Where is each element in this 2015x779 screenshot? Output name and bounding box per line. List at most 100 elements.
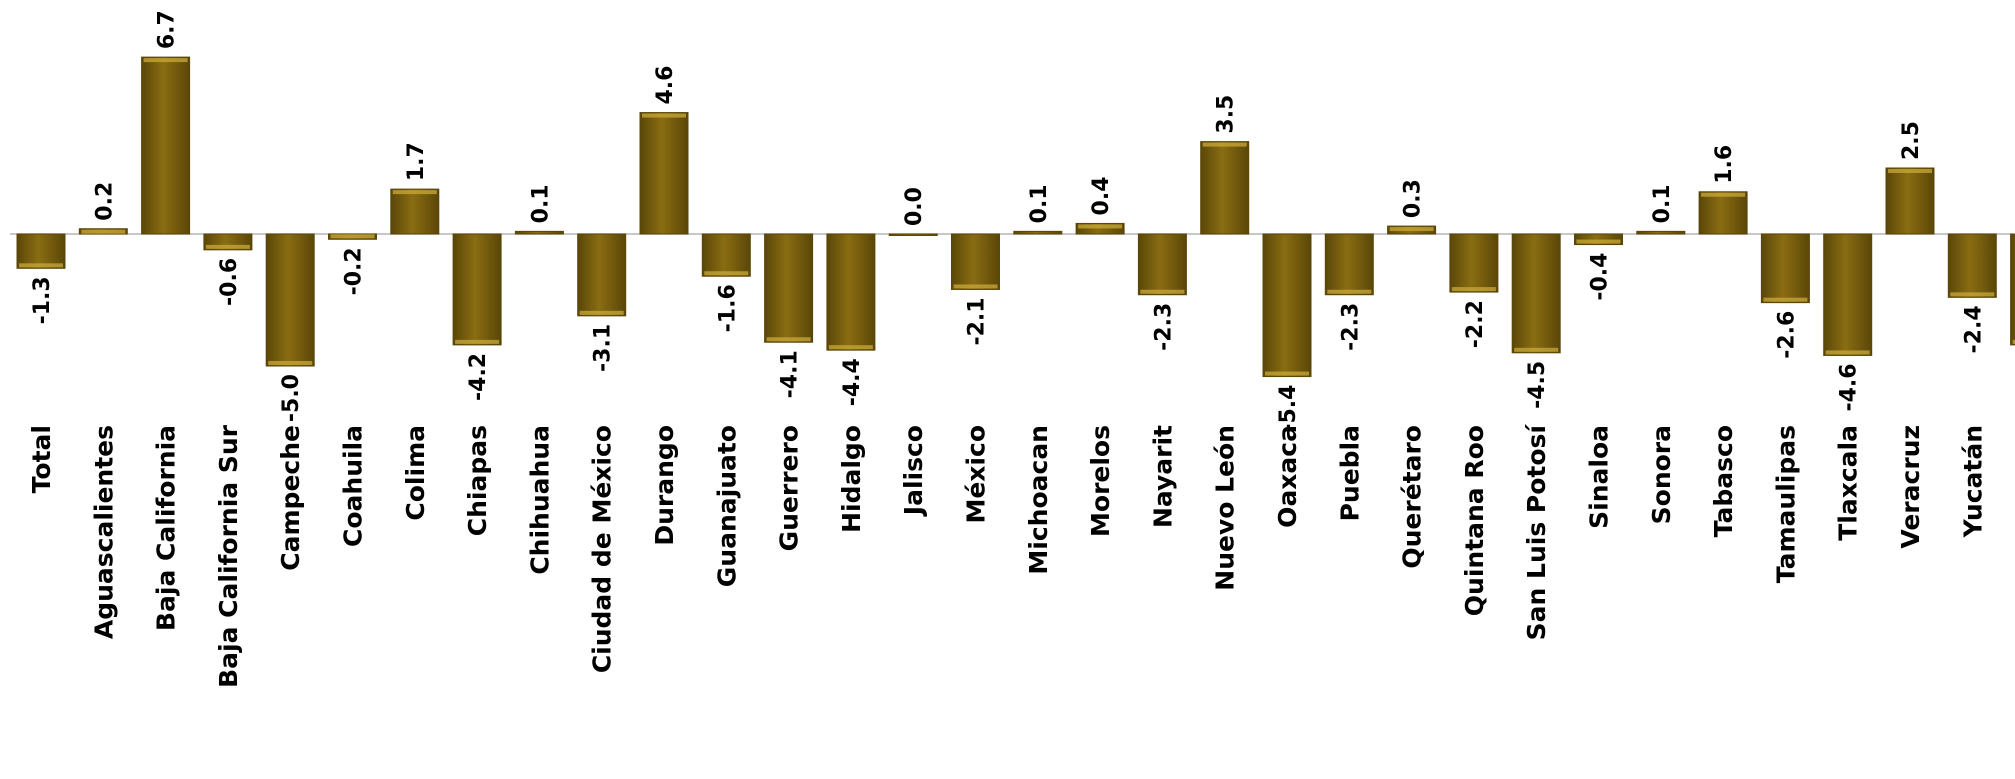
category-tick-label: Tamaulipas [1771, 425, 1800, 583]
category-tick-label: Aguascalientes [89, 425, 118, 639]
category-tick-label: Oaxaca [1273, 425, 1302, 528]
bar [1574, 233, 1623, 246]
category-tick-label: Quintana Roo [1460, 425, 1489, 616]
bar [888, 233, 938, 236]
bar [577, 233, 627, 317]
data-label: 1.7 [404, 142, 429, 181]
data-label: -4.2 [466, 353, 491, 401]
category-tick-label: Morelos [1086, 425, 1115, 537]
category-tick-label: Durango [650, 425, 679, 546]
data-label: 0.1 [1650, 184, 1675, 223]
data-label: 0.0 [902, 187, 927, 226]
bar [1698, 191, 1748, 235]
bar-bevel [1265, 371, 1309, 376]
category-tick-label: Sonora [1647, 425, 1676, 524]
bar-bevel [1451, 287, 1496, 292]
data-label: -2.1 [965, 297, 990, 345]
category-tick-label: Tlaxcala [1834, 425, 1863, 541]
bar [1823, 233, 1873, 356]
bar-bevel [953, 284, 998, 289]
data-label: 0.1 [1027, 184, 1052, 223]
data-label: -5.0 [279, 374, 304, 422]
category-tick-label: Chiapas [463, 425, 492, 536]
bar-bevel [19, 263, 63, 268]
data-label: -0.4 [1588, 253, 1613, 301]
bar [2010, 233, 2015, 346]
data-label: 2.5 [1899, 121, 1924, 160]
category-tick-label: San Luis Potosí [1522, 424, 1551, 641]
data-label: 3.5 [1214, 95, 1239, 134]
category-tick-label: Nuevo León [1211, 425, 1240, 591]
bar-bevel [766, 337, 811, 342]
category-tick-label: Sinaloa [1585, 425, 1614, 529]
data-label: -4.4 [840, 358, 865, 406]
bar [265, 233, 315, 367]
bar-bevel [143, 58, 188, 63]
category-tick-label: Veracruz [1896, 425, 1925, 549]
bar-bevel [1514, 347, 1559, 352]
data-label: -0.6 [217, 258, 242, 306]
bar [1200, 141, 1250, 235]
bar [1137, 233, 1187, 296]
data-label: -2.3 [1151, 303, 1176, 351]
bar-bevel [642, 113, 686, 118]
bar-bevel [1576, 239, 1621, 244]
bar [764, 233, 814, 343]
bar [1013, 230, 1063, 235]
bar [390, 188, 440, 235]
category-tick-label: Chihuahua [525, 425, 554, 575]
bar-bevel [1763, 297, 1808, 302]
data-label: -4.5 [1525, 361, 1550, 409]
data-label: 0.4 [1089, 176, 1114, 215]
bar-bevel [205, 244, 250, 249]
bar-bevel [1327, 289, 1372, 294]
bar-bevel [1888, 169, 1932, 173]
category-tick-label: Ciudad de México [588, 425, 617, 673]
bar-bevel [268, 361, 313, 365]
category-tick-label: Baja California [152, 425, 181, 631]
bar-bevel [330, 234, 375, 239]
bar [1449, 233, 1499, 293]
bar [1760, 233, 1810, 304]
bar [826, 233, 876, 351]
data-label: 0.2 [92, 182, 117, 221]
category-tick-label: Colima [401, 425, 430, 521]
bar-bevel [2012, 339, 2015, 344]
bar [141, 56, 191, 235]
category-tick-label: Baja California Sur [214, 424, 243, 688]
data-label: -4.6 [1837, 363, 1862, 411]
data-label: -1.6 [715, 284, 740, 332]
bar [1075, 222, 1125, 235]
bar-bevel [1950, 292, 1995, 297]
data-label: -2.6 [1774, 311, 1799, 359]
bar-bevel [1078, 224, 1123, 229]
bar [16, 233, 66, 269]
category-tick-label: Guanajuato [712, 425, 741, 587]
data-label: 0.1 [528, 184, 553, 223]
bar [701, 233, 751, 277]
data-label: -5.4 [1276, 385, 1301, 433]
bar [1511, 233, 1561, 354]
bar [1636, 230, 1686, 235]
bar-bevel [1825, 350, 1870, 355]
category-tick-label: Coahuila [339, 425, 368, 547]
data-label: -1.3 [30, 276, 55, 324]
category-tick-label: Querétaro [1398, 425, 1427, 569]
data-label: -2.2 [1463, 300, 1488, 348]
bar-bevel [1202, 142, 1247, 147]
data-label: 4.6 [653, 66, 678, 105]
category-tick-label: Guerrero [775, 425, 804, 551]
category-tick-label: Nayarit [1148, 425, 1177, 528]
data-label: -0.2 [342, 247, 367, 295]
bar-bevel [1389, 227, 1434, 232]
data-label: -4.1 [778, 350, 803, 398]
category-tick-label: México [962, 425, 991, 524]
bar [1947, 233, 1997, 298]
category-tick-label: Yucatán [1958, 425, 1987, 538]
data-label: 0.3 [1401, 179, 1426, 218]
data-label: -2.3 [1338, 303, 1363, 351]
category-tick-label: Tabasco [1709, 425, 1738, 537]
bar [1885, 167, 1935, 235]
